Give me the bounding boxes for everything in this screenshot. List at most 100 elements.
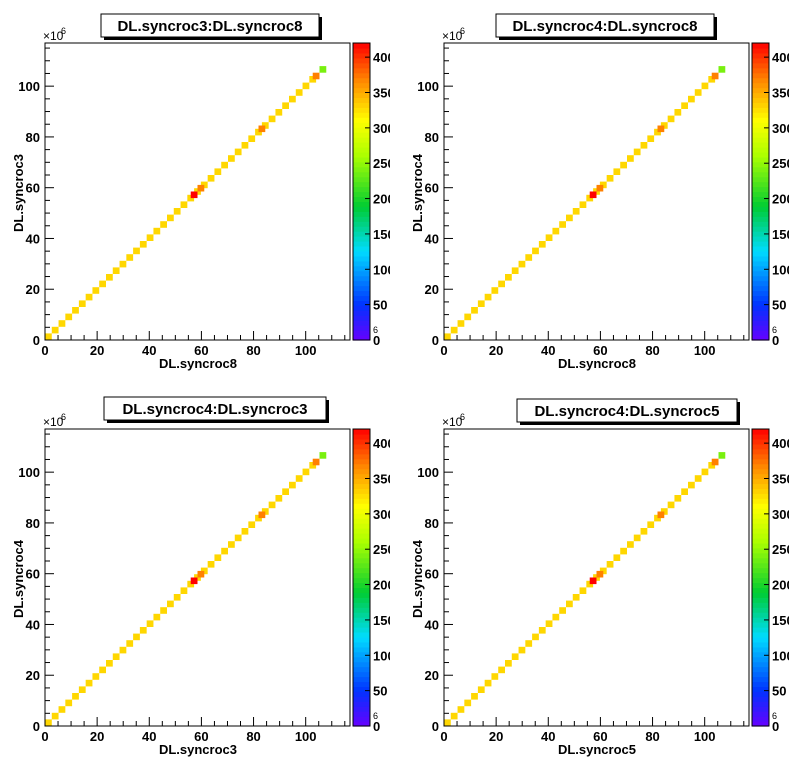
color-scale-segment bbox=[752, 671, 769, 678]
heatmap-cell bbox=[133, 633, 140, 641]
color-scale-segment bbox=[752, 181, 769, 188]
heatmap-cell bbox=[167, 214, 174, 222]
color-scale-segment bbox=[752, 87, 769, 94]
color-scale-segment bbox=[353, 280, 370, 287]
color-scale-segment bbox=[353, 236, 370, 242]
heatmap-cell bbox=[282, 102, 289, 109]
heatmap-cell bbox=[694, 475, 702, 482]
heatmap-cell bbox=[711, 458, 719, 466]
y-tick-label: 0 bbox=[432, 333, 439, 348]
heatmap-cell bbox=[518, 260, 526, 268]
color-scale-segment bbox=[353, 43, 370, 49]
color-scale-segment bbox=[752, 231, 769, 237]
color-scale-segment bbox=[752, 146, 769, 153]
color-scale-segment bbox=[353, 617, 370, 623]
heatmap-cell bbox=[471, 693, 478, 700]
color-scale-segment bbox=[353, 681, 370, 687]
z-tick-label: 200 bbox=[772, 192, 794, 207]
x-tick-label: 100 bbox=[694, 729, 716, 744]
color-scale-segment bbox=[752, 631, 769, 638]
y-tick-label: 20 bbox=[26, 282, 40, 297]
heatmap-cell bbox=[660, 508, 668, 515]
color-scale-segment bbox=[353, 587, 370, 593]
heatmap-cell bbox=[718, 452, 726, 459]
color-scale-segment bbox=[752, 112, 769, 118]
heatmap-cell bbox=[99, 666, 106, 674]
color-scale-segment bbox=[353, 117, 370, 123]
color-scale-segment bbox=[353, 260, 370, 267]
color-scale-segment bbox=[353, 285, 370, 292]
color-scale-segment bbox=[353, 636, 370, 643]
color-scale-segment bbox=[353, 711, 370, 717]
color-scale-segment bbox=[353, 186, 370, 193]
heatmap-cell bbox=[92, 673, 100, 680]
color-scale-segment bbox=[353, 310, 370, 316]
plot-frame bbox=[44, 428, 351, 727]
color-scale-segment bbox=[353, 300, 370, 306]
color-scale-segment bbox=[752, 696, 769, 702]
heatmap-cell bbox=[85, 293, 93, 301]
color-scale-segment bbox=[353, 646, 370, 653]
color-scale-segment bbox=[752, 577, 769, 584]
z-tick-label: 150 bbox=[772, 613, 794, 628]
color-scale-segment bbox=[752, 547, 769, 554]
heatmap-cell bbox=[613, 554, 621, 561]
color-scale-segment bbox=[752, 493, 769, 499]
heatmap-cell bbox=[566, 600, 573, 608]
color-scale-segment bbox=[353, 196, 370, 202]
color-scale-segment bbox=[752, 716, 769, 722]
heatmap-cell bbox=[579, 587, 587, 594]
label-clip-mask bbox=[789, 425, 796, 735]
heatmap-cell bbox=[45, 719, 52, 726]
color-scale-segment bbox=[752, 97, 769, 103]
heatmap-cell bbox=[228, 155, 235, 162]
z-tick-label: 150 bbox=[373, 227, 395, 242]
x-tick-label: 0 bbox=[41, 729, 48, 744]
color-scale-segment bbox=[752, 562, 769, 569]
heatmap-cell bbox=[312, 458, 320, 466]
heatmap-cell bbox=[248, 521, 256, 528]
color-scale-segment bbox=[752, 567, 769, 574]
heatmap-cell bbox=[484, 679, 492, 687]
color-scale-segment bbox=[353, 483, 370, 489]
y-tick-label: 20 bbox=[26, 668, 40, 683]
y-tick-label: 100 bbox=[18, 465, 40, 480]
heatmap-cell bbox=[586, 580, 594, 588]
heatmap-cell bbox=[444, 719, 451, 726]
heatmap-cell bbox=[78, 300, 86, 307]
color-scale-segment bbox=[752, 196, 769, 202]
color-scale-segment bbox=[752, 498, 769, 504]
heatmap-cell bbox=[126, 254, 134, 261]
color-scale-segment bbox=[752, 528, 769, 534]
color-scale-segment bbox=[752, 206, 769, 212]
z-tick-label: 0 bbox=[373, 333, 380, 348]
heatmap-cell bbox=[627, 155, 634, 162]
heatmap-cell bbox=[295, 475, 303, 482]
color-scale-segment bbox=[353, 513, 370, 519]
color-scale-segment bbox=[752, 285, 769, 292]
title-box bbox=[516, 398, 738, 423]
color-scale-segment bbox=[353, 241, 370, 247]
z-tick-label: 0 bbox=[373, 719, 380, 734]
heatmap-cell bbox=[606, 561, 614, 568]
color-scale-segment bbox=[353, 532, 370, 539]
z-tick-label: 100 bbox=[373, 262, 395, 277]
y-tick-label: 40 bbox=[26, 617, 40, 632]
color-scale-segment bbox=[752, 627, 769, 633]
heatmap-cell bbox=[477, 300, 485, 307]
x-axis-label: DL.syncroc8 bbox=[159, 356, 237, 371]
chart-title: DL.syncroc4:DL.syncroc3 bbox=[122, 401, 307, 418]
color-scale-segment bbox=[752, 641, 769, 648]
color-scale-segment bbox=[752, 651, 769, 658]
color-scale-segment bbox=[353, 696, 370, 702]
color-scale-segment bbox=[752, 67, 769, 74]
color-scale-segment bbox=[353, 508, 370, 514]
heatmap-cell bbox=[688, 95, 695, 103]
y-tick-label: 100 bbox=[417, 79, 439, 94]
heatmap-cell bbox=[312, 72, 320, 80]
color-scale-segment bbox=[752, 681, 769, 687]
color-scale-segment bbox=[353, 716, 370, 722]
y-tick-label: 0 bbox=[432, 719, 439, 734]
color-scale-segment bbox=[752, 443, 769, 450]
heatmap-cell bbox=[268, 115, 276, 123]
